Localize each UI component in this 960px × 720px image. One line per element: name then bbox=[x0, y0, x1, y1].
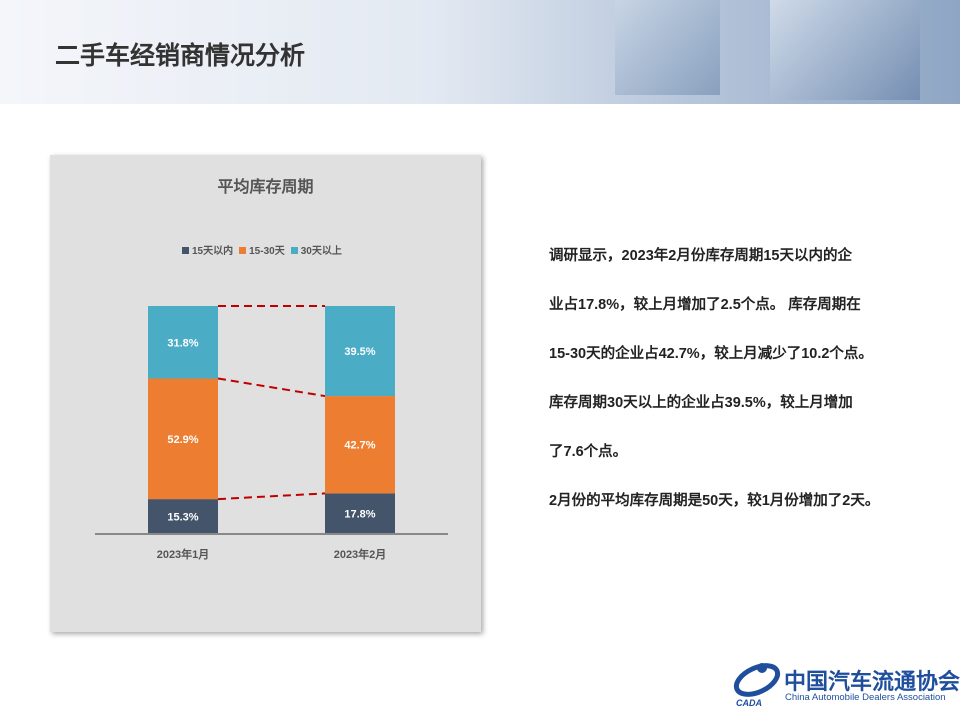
page-title: 二手车经销商情况分析 bbox=[55, 42, 306, 70]
legend-label: 15天以内 bbox=[192, 246, 234, 257]
data-label: 39.5% bbox=[344, 346, 375, 358]
connector-line bbox=[217, 377, 326, 398]
bar-segment bbox=[148, 499, 218, 534]
data-label: 42.7% bbox=[344, 440, 375, 452]
logo-chinese-name: 中国汽车流通协会 bbox=[784, 669, 960, 695]
legend-item: 15天以内 bbox=[182, 242, 233, 257]
data-label: 31.8% bbox=[167, 337, 198, 349]
bar-segment bbox=[148, 378, 218, 500]
chart-title: 平均库存周期 bbox=[217, 179, 314, 196]
text-line: 了7.6个点。 bbox=[549, 444, 628, 460]
connector-line bbox=[217, 492, 326, 501]
legend-swatch bbox=[239, 247, 247, 254]
legend-swatch bbox=[182, 247, 189, 254]
legend-item: 15-30天 bbox=[239, 242, 285, 257]
analysis-text: 调研显示，2023年2月份库存周期15天以内的企 业占17.8%，较上月增加了2… bbox=[549, 232, 939, 526]
data-label: 15.3% bbox=[167, 512, 198, 524]
legend-label: 30天以上 bbox=[300, 246, 342, 257]
text-line: 调研显示，2023年2月份库存周期15天以内的企 bbox=[549, 248, 852, 264]
decorative-cube bbox=[770, 0, 920, 100]
bar-segment bbox=[325, 493, 395, 534]
text-line: 库存周期30天以上的企业占39.5%，较上月增加 bbox=[549, 395, 853, 411]
text-line: 15-30天的企业占42.7%，较上月减少了10.2个点。 bbox=[549, 346, 873, 362]
header-banner bbox=[0, 0, 960, 104]
cada-logo: CADA 中国汽车流通协会 China Automobile Dealers A… bbox=[732, 660, 960, 712]
bar-segment bbox=[325, 306, 395, 397]
bar-segment bbox=[148, 306, 218, 379]
chart-legend: 15天以内 15-30天 30天以上 bbox=[182, 242, 342, 257]
chart-panel: 平均库存周期 15天以内 15-30天 30天以上 15.3% 52.9% 31.8… bbox=[50, 155, 481, 632]
text-line: 业占17.8%，较上月增加了2.5个点。 库存周期在 bbox=[549, 297, 861, 313]
cada-emblem-icon bbox=[733, 663, 781, 697]
data-label: 52.9% bbox=[167, 434, 198, 446]
decorative-cube bbox=[615, 0, 720, 95]
legend-swatch bbox=[290, 247, 298, 254]
legend-item: 30天以上 bbox=[290, 242, 342, 257]
bar-segment bbox=[325, 396, 395, 494]
logo-english-name: China Automobile Dealers Association bbox=[785, 692, 946, 703]
x-tick-label: 2023年2月 bbox=[334, 547, 387, 561]
logo-abbr: CADA bbox=[736, 698, 762, 708]
legend-label: 15-30天 bbox=[249, 246, 285, 257]
x-tick-label: 2023年1月 bbox=[157, 547, 210, 561]
stacked-bar-chart: 15.3% 52.9% 31.8% 2023年1月 17.8% 42.7% 39.5% 202… bbox=[95, 305, 448, 561]
text-line: 2月份的平均库存周期是50天，较1月份增加了2天。 bbox=[549, 493, 880, 509]
data-label: 17.8% bbox=[344, 509, 375, 521]
